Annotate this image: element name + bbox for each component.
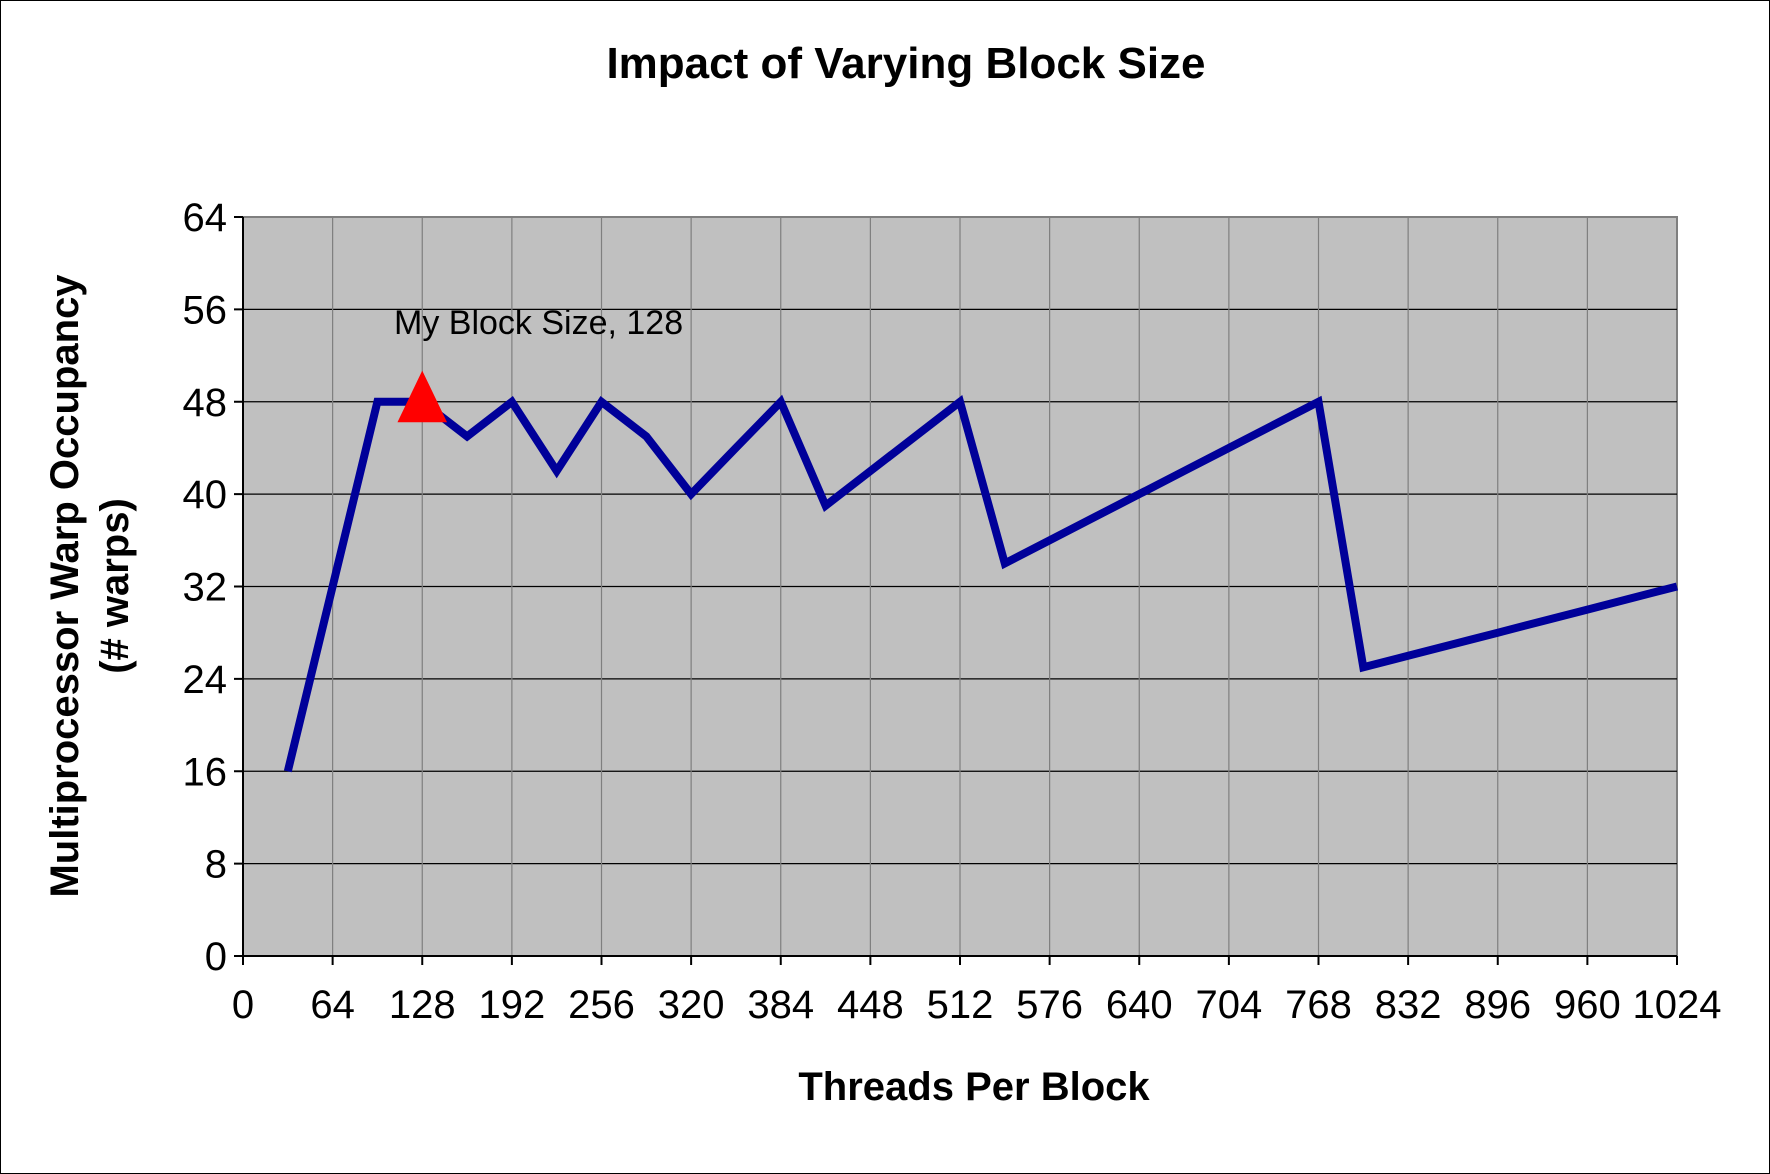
y-tick-label: 56 [183,288,228,332]
highlight-triangle-marker [397,370,448,423]
x-tick-label: 768 [1285,983,1352,1027]
y-tick-label: 48 [183,381,228,425]
y-tick-label: 0 [205,935,227,979]
x-tick-label: 448 [837,983,904,1027]
x-tick-label: 320 [658,983,725,1027]
x-tick-label: 192 [479,983,546,1027]
y-axis-title-line-2: (# warps) [93,498,137,674]
x-tick-label: 576 [1016,983,1083,1027]
highlight-layer [397,370,448,423]
grid-layer [243,217,1677,956]
x-tick-label: 384 [747,983,814,1027]
x-tick-label: 640 [1106,983,1173,1027]
x-tick-label: 0 [232,983,254,1027]
x-tick-label: 832 [1375,983,1442,1027]
y-tick-label: 24 [183,658,228,702]
y-tick-label: 40 [183,473,228,517]
x-tick-label: 960 [1554,983,1621,1027]
chart-title: Impact of Varying Block Size [606,39,1205,88]
x-tick-label: 512 [927,983,994,1027]
x-tick-label: 704 [1196,983,1263,1027]
y-tick-label: 16 [183,750,228,794]
y-tick-label: 32 [183,566,228,610]
x-tick-label: 1024 [1633,983,1722,1027]
x-axis-title: Threads Per Block [798,1065,1150,1109]
x-tick-label: 256 [568,983,635,1027]
y-tick-label: 8 [205,843,227,887]
y-tick-label: 64 [183,196,228,240]
y-axis-title-line-1: Multiprocessor Warp Occupancy [43,274,87,898]
x-tick-label: 64 [310,983,355,1027]
x-tick-label: 128 [389,983,456,1027]
x-tick-label: 896 [1464,983,1531,1027]
block-size-annotation: My Block Size, 128 [394,304,683,342]
